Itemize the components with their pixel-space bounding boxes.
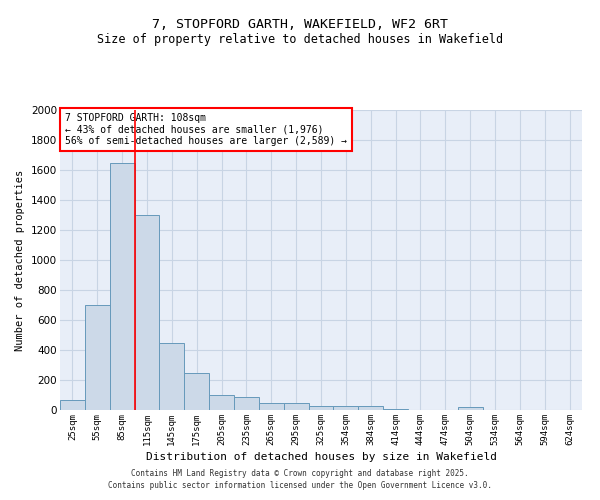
Bar (134, 215, 160, 410)
Bar (284, 402, 308, 410)
Text: Contains public sector information licensed under the Open Government Licence v3: Contains public sector information licen… (108, 481, 492, 490)
Y-axis label: Number of detached properties: Number of detached properties (16, 170, 25, 350)
Bar (209, 395, 234, 410)
Text: Contains HM Land Registry data © Crown copyright and database right 2025.: Contains HM Land Registry data © Crown c… (131, 468, 469, 477)
Text: Size of property relative to detached houses in Wakefield: Size of property relative to detached ho… (97, 32, 503, 46)
Bar (308, 406, 334, 410)
Bar (334, 406, 358, 410)
Bar (259, 402, 284, 410)
X-axis label: Distribution of detached houses by size in Wakefield: Distribution of detached houses by size … (146, 452, 497, 462)
Bar (234, 396, 259, 410)
Bar (60, 400, 85, 410)
Bar (184, 372, 209, 410)
Text: 7, STOPFORD GARTH, WAKEFIELD, WF2 6RT: 7, STOPFORD GARTH, WAKEFIELD, WF2 6RT (152, 18, 448, 30)
Bar (383, 409, 408, 410)
Text: 7 STOPFORD GARTH: 108sqm
← 43% of detached houses are smaller (1,976)
56% of sem: 7 STOPFORD GARTH: 108sqm ← 43% of detach… (65, 113, 347, 146)
Bar (458, 407, 482, 410)
Bar (85, 305, 110, 410)
Bar (358, 406, 383, 410)
Bar (160, 342, 184, 410)
Bar (110, 162, 134, 410)
